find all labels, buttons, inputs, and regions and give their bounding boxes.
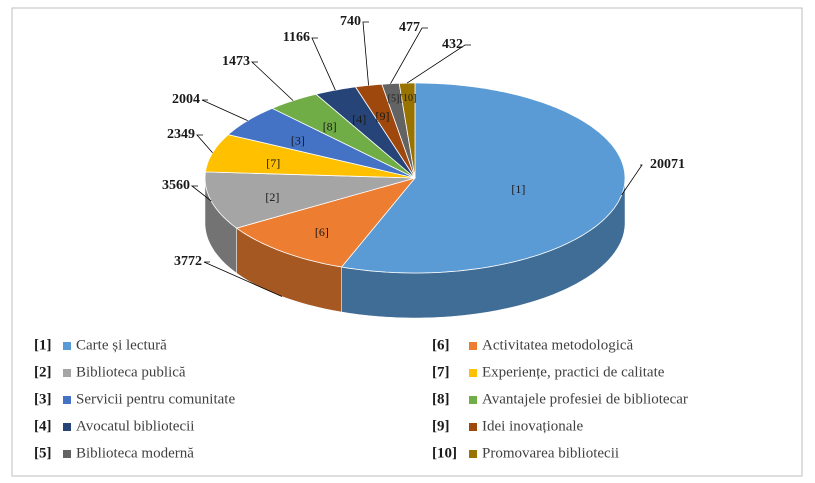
legend-key: [9] (432, 418, 450, 434)
legend-key: [8] (432, 391, 450, 407)
legend-key: [4] (34, 418, 52, 434)
legend-label: Avocatul bibliotecii (76, 418, 194, 434)
data-label: 1473 (222, 54, 250, 69)
data-label: 3560 (162, 178, 190, 193)
leader-line (201, 99, 248, 121)
legend-swatch (63, 423, 71, 431)
legend-label: Activitatea metodologică (482, 337, 634, 353)
leader-line (196, 134, 213, 153)
leader-line (203, 261, 283, 297)
slice-key: [3] (291, 134, 305, 148)
legend-key: [10] (432, 445, 457, 461)
data-label: 1166 (283, 30, 310, 45)
legend-swatch (63, 396, 71, 404)
data-label: 20071 (650, 157, 685, 172)
slice (354, 83, 416, 179)
slice (235, 177, 417, 268)
legend-key: [7] (432, 364, 450, 380)
legend-swatch (63, 369, 71, 377)
slice-key: [5] (388, 93, 400, 104)
legend-label: Servicii pentru comunitate (76, 391, 235, 407)
legend-label: Carte și lectură (76, 337, 167, 353)
legend-swatch (469, 396, 477, 404)
legend-key: [6] (432, 337, 450, 353)
legend-label: Biblioteca modernă (76, 445, 194, 461)
legend-key: [1] (34, 337, 52, 353)
legend-label: Idei inovaționale (482, 418, 584, 434)
leader-line (390, 27, 428, 84)
legend-swatch (469, 450, 477, 458)
slice-key: [4] (352, 112, 366, 126)
leader-line (406, 44, 471, 84)
data-label: 740 (340, 14, 361, 29)
leader-line (362, 21, 369, 86)
slice (398, 82, 416, 179)
slice (271, 93, 416, 179)
slice-key: [8] (323, 120, 337, 134)
slice-key: [10] (400, 93, 417, 104)
slice (227, 107, 416, 179)
legend-swatch (469, 342, 477, 350)
legend-label: Avantajele profesiei de bibliotecar (482, 391, 688, 407)
legend-label: Promovarea bibliotecii (482, 445, 619, 461)
slice-key: [9] (375, 109, 389, 123)
slice-key: [2] (265, 190, 279, 204)
data-label: 2004 (172, 92, 200, 107)
legend-swatch (63, 450, 71, 458)
legend-swatch (469, 369, 477, 377)
data-label: 432 (442, 37, 463, 52)
legend-label: Experiențe, practici de calitate (482, 364, 665, 380)
legend-label: Biblioteca publică (76, 364, 186, 380)
slice-key: [6] (315, 225, 329, 239)
slice-key: [7] (266, 156, 280, 170)
legend-key: [3] (34, 391, 52, 407)
legend-key: [2] (34, 364, 52, 380)
slice (381, 82, 416, 179)
legend-swatch (469, 423, 477, 431)
leader-line (621, 164, 643, 196)
legend-swatch (63, 342, 71, 350)
data-label: 477 (399, 20, 420, 35)
data-label: 3772 (174, 254, 202, 269)
leader-line (311, 37, 336, 91)
data-label: 2349 (167, 127, 195, 142)
legend-key: [5] (34, 445, 52, 461)
leader-line (250, 61, 294, 101)
leader-line (190, 185, 212, 202)
slice-key: [1] (511, 182, 525, 196)
